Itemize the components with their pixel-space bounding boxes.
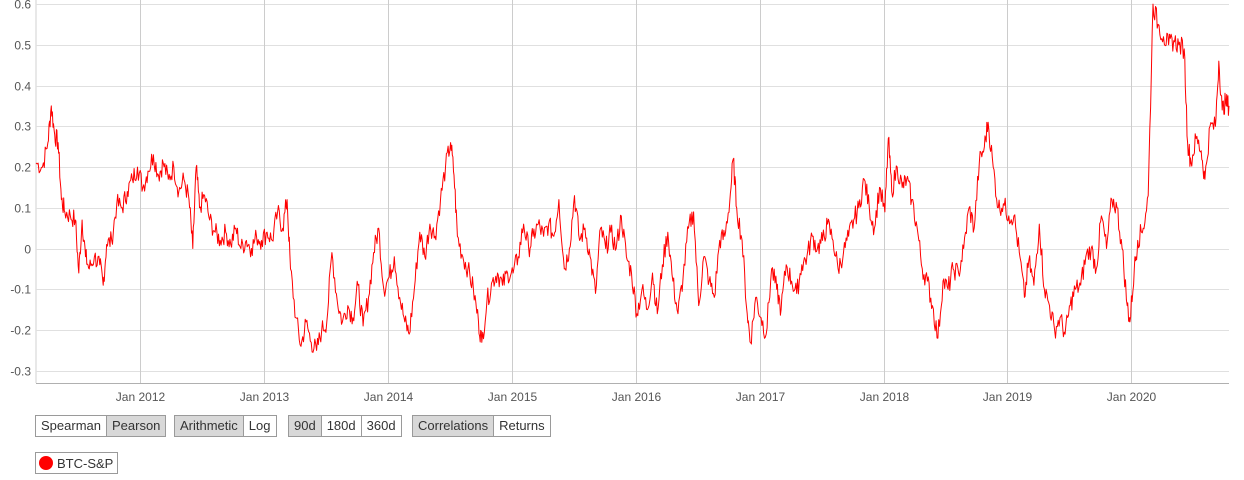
series-line-btc-sp xyxy=(35,3,1230,353)
x-tick-label: Jan 2014 xyxy=(364,390,414,404)
x-tick-label: Jan 2020 xyxy=(1107,390,1157,404)
x-tick-label: Jan 2017 xyxy=(736,390,786,404)
log-button[interactable]: Log xyxy=(242,416,276,436)
y-tick-label: 0.4 xyxy=(14,80,31,94)
y-tick-label: -0.2 xyxy=(10,324,31,338)
y-tick-label: 0.2 xyxy=(14,161,31,175)
y-tick-label: 0.3 xyxy=(14,120,31,134)
correlation-method-toggle: Spearman Pearson xyxy=(35,415,167,437)
arithmetic-button[interactable]: Arithmetic xyxy=(175,416,243,436)
x-tick-label: Jan 2018 xyxy=(860,390,910,404)
scale-toggle: Arithmetic Log xyxy=(174,415,277,437)
x-tick-label: Jan 2019 xyxy=(983,390,1033,404)
window-toggle: 90d 180d 360d xyxy=(288,415,402,437)
legend-item[interactable]: BTC-S&P xyxy=(35,452,119,474)
window-180d-button[interactable]: 180d xyxy=(320,416,361,436)
chart-series xyxy=(35,3,1230,353)
spearman-button[interactable]: Spearman xyxy=(36,416,106,436)
y-tick-label: 0.6 xyxy=(14,0,31,12)
y-tick-label: 0.1 xyxy=(14,202,31,216)
y-tick-label: 0 xyxy=(24,243,31,257)
pearson-button[interactable]: Pearson xyxy=(105,416,166,436)
view-toggle: Correlations Returns xyxy=(412,415,551,437)
correlations-button[interactable]: Correlations xyxy=(413,416,494,436)
x-tick-label: Jan 2012 xyxy=(116,390,166,404)
window-360d-button[interactable]: 360d xyxy=(360,416,401,436)
legend-dot-icon xyxy=(39,456,53,470)
window-90d-button[interactable]: 90d xyxy=(289,416,321,436)
correlation-chart: 0.6 0.5 0.4 0.3 0.2 0.1 0 -0.1 -0.2 -0.3 Jan 2012 J… xyxy=(10,0,1230,404)
chart-grid xyxy=(35,0,1229,384)
x-tick-label: Jan 2013 xyxy=(240,390,290,404)
chart-axes: 0.6 0.5 0.4 0.3 0.2 0.1 0 -0.1 -0.2 -0.3 Jan 2012 J… xyxy=(10,0,1156,404)
x-tick-label: Jan 2015 xyxy=(488,390,538,404)
y-tick-label: 0.5 xyxy=(14,39,31,53)
y-tick-label: -0.1 xyxy=(10,283,31,297)
y-tick-label: -0.3 xyxy=(10,365,31,379)
legend-label: BTC-S&P xyxy=(57,455,114,471)
x-tick-label: Jan 2016 xyxy=(612,390,662,404)
returns-button[interactable]: Returns xyxy=(493,416,550,436)
